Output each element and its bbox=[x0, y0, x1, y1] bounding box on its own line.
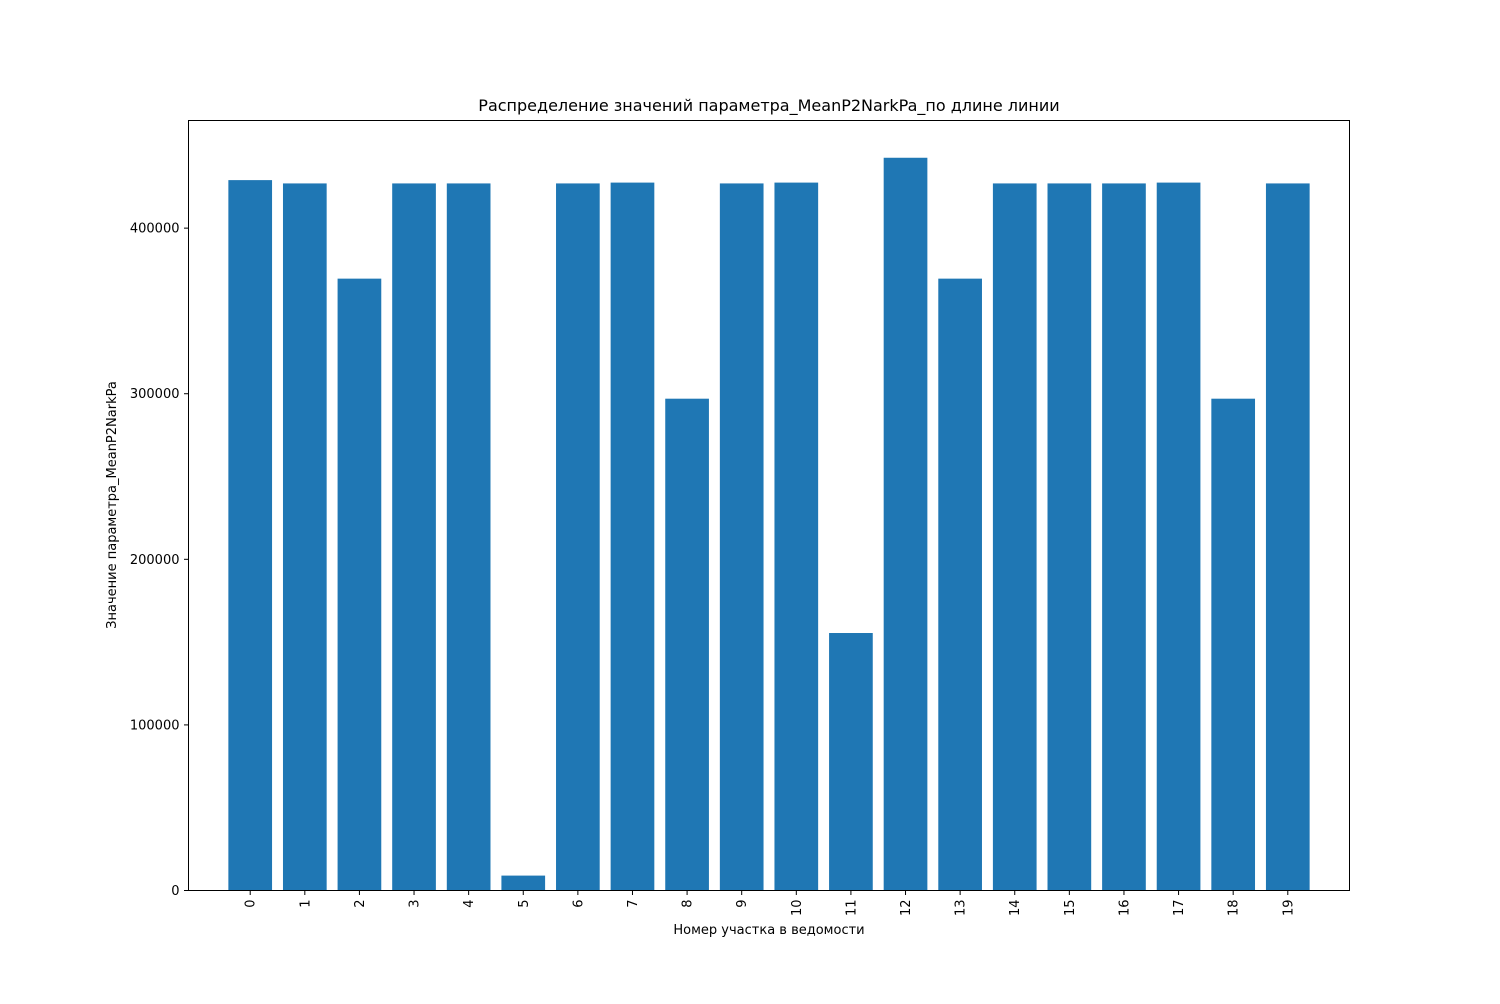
y-tick-label: 200000 bbox=[130, 553, 180, 568]
x-tick-label: 8 bbox=[681, 900, 696, 908]
y-axis-label: Значение параметра_MeanP2NarkPa bbox=[105, 381, 120, 629]
bar-19 bbox=[1265, 183, 1310, 891]
x-tick-label: 13 bbox=[954, 900, 969, 917]
bars-group bbox=[228, 157, 1310, 891]
x-tick-label: 3 bbox=[408, 900, 423, 908]
bar-3 bbox=[392, 183, 436, 891]
bar-6 bbox=[556, 183, 600, 891]
x-tick-label: 14 bbox=[1008, 900, 1023, 917]
bar-9 bbox=[719, 183, 764, 891]
bar-0 bbox=[228, 180, 273, 891]
bar-7 bbox=[610, 182, 655, 891]
x-tick-label: 4 bbox=[462, 900, 477, 908]
bar-10 bbox=[774, 182, 819, 891]
bar-13 bbox=[938, 278, 982, 891]
bar-5 bbox=[501, 875, 546, 891]
bar-17 bbox=[1156, 182, 1201, 891]
x-tick-label: 18 bbox=[1227, 900, 1242, 917]
x-tick-label: 7 bbox=[626, 900, 641, 908]
x-tick-label: 19 bbox=[1281, 900, 1296, 917]
bar-15 bbox=[1047, 183, 1092, 891]
y-tick-label: 100000 bbox=[130, 718, 180, 733]
x-tick-label: 9 bbox=[735, 900, 750, 908]
x-tick-label: 12 bbox=[899, 900, 914, 917]
bar-16 bbox=[1102, 183, 1146, 891]
bar-18 bbox=[1211, 398, 1256, 891]
x-tick-label: 0 bbox=[244, 900, 259, 908]
bar-8 bbox=[665, 398, 709, 891]
y-tick-label: 400000 bbox=[130, 222, 180, 237]
y-tick-label: 0 bbox=[171, 884, 179, 899]
bar-4 bbox=[446, 183, 491, 891]
x-tick-label: 17 bbox=[1172, 900, 1187, 917]
x-tick-label: 10 bbox=[790, 900, 805, 917]
x-axis-label: Номер участка в ведомости bbox=[673, 923, 864, 938]
bar-1 bbox=[282, 183, 327, 891]
bar-14 bbox=[992, 183, 1037, 891]
x-tick-label: 5 bbox=[517, 900, 532, 908]
x-tick-label: 2 bbox=[353, 900, 368, 908]
plot-frame bbox=[188, 120, 1350, 891]
bar-12 bbox=[883, 157, 928, 891]
bar-2 bbox=[337, 278, 382, 891]
y-axis-ticks: 0 100000 200000 300000 400000 bbox=[130, 222, 189, 899]
bar-11 bbox=[829, 633, 873, 891]
x-tick-label: 16 bbox=[1117, 900, 1132, 917]
x-tick-label: 6 bbox=[571, 900, 586, 908]
x-tick-label: 15 bbox=[1063, 900, 1078, 917]
x-tick-label: 11 bbox=[844, 900, 859, 917]
y-tick-label: 300000 bbox=[130, 387, 180, 402]
x-tick-label: 1 bbox=[298, 900, 313, 908]
x-axis-ticks: 0 1 2 3 4 5 6 7 8 9 10 11 12 13 14 15 16 17 18 19 bbox=[244, 890, 1296, 917]
chart-title: Распределение значений параметра_MeanP2N… bbox=[478, 96, 1059, 116]
